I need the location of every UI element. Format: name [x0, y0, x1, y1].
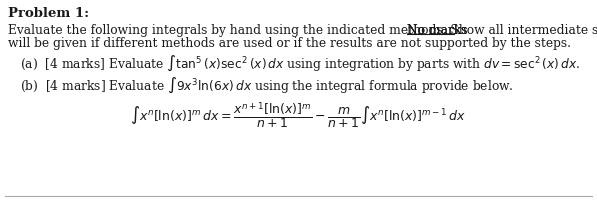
Text: No marks: No marks — [407, 24, 467, 37]
Text: (b)  [4 marks] Evaluate $\int 9x^3\ln(6x)\, dx$ using the integral formula provi: (b) [4 marks] Evaluate $\int 9x^3\ln(6x)… — [20, 76, 513, 95]
Text: $\int x^n [\ln(x)]^m\, dx = \dfrac{x^{n+1}[\ln(x)]^m}{n+1} - \dfrac{m}{n+1}\int : $\int x^n [\ln(x)]^m\, dx = \dfrac{x^{n+… — [130, 100, 466, 130]
Text: Problem 1:: Problem 1: — [8, 7, 89, 20]
Text: (a)  [4 marks] Evaluate $\int \tan^5(x)\sec^2(x)\, dx$ using integration by part: (a) [4 marks] Evaluate $\int \tan^5(x)\s… — [20, 54, 580, 73]
Text: No marks: No marks — [407, 24, 467, 37]
Text: Evaluate the following integrals by hand using the indicated methods. Show all i: Evaluate the following integrals by hand… — [8, 24, 597, 37]
Text: will be given if different methods are used or if the results are not supported : will be given if different methods are u… — [8, 37, 571, 50]
